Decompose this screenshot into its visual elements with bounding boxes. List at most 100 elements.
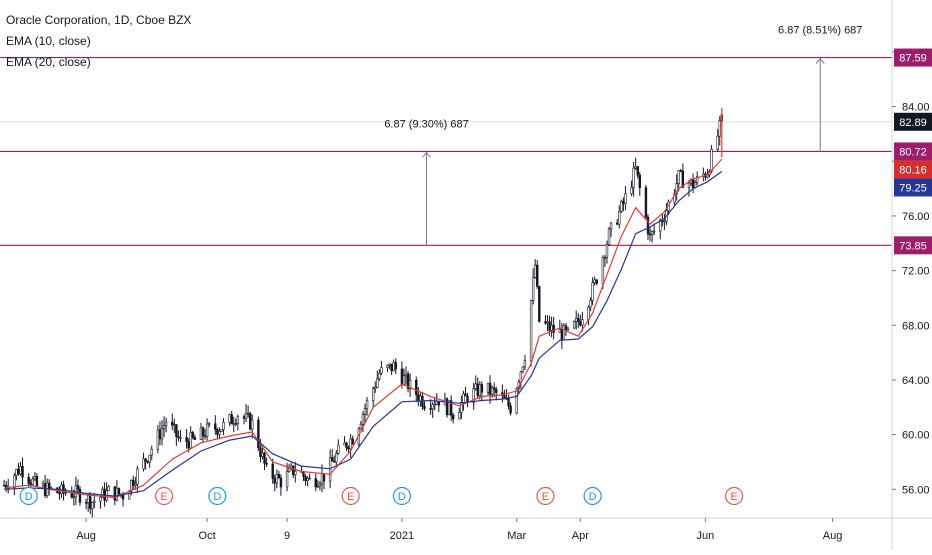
candle-body[interactable]: [248, 413, 252, 430]
candle-body[interactable]: [322, 473, 326, 482]
candle-body[interactable]: [673, 193, 676, 203]
candle-body[interactable]: [716, 135, 719, 150]
candle-body[interactable]: [622, 200, 625, 204]
candle-body[interactable]: [177, 436, 180, 438]
candle-body[interactable]: [70, 493, 73, 498]
candle-body[interactable]: [431, 404, 434, 410]
candle-body[interactable]: [134, 483, 137, 486]
candle-body[interactable]: [408, 379, 412, 389]
candle-body[interactable]: [572, 321, 576, 329]
candle-body[interactable]: [624, 193, 627, 204]
earnings-marker[interactable]: [725, 486, 744, 506]
candle-body[interactable]: [207, 423, 211, 426]
candle-body[interactable]: [589, 299, 592, 308]
candle-body[interactable]: [620, 200, 623, 212]
candle-body[interactable]: [365, 400, 369, 410]
candle-body[interactable]: [191, 432, 194, 438]
candle-body[interactable]: [609, 222, 613, 230]
candle-body[interactable]: [232, 423, 235, 426]
candle-body[interactable]: [320, 473, 324, 485]
candle-body[interactable]: [718, 120, 721, 137]
candle-body[interactable]: [478, 384, 482, 397]
candle-body[interactable]: [127, 491, 131, 500]
candle-body[interactable]: [19, 466, 22, 475]
candle-body[interactable]: [205, 423, 209, 437]
legend-ema10[interactable]: EMA (10, close): [6, 34, 91, 48]
candle-body[interactable]: [86, 495, 90, 504]
candle-body[interactable]: [146, 460, 149, 463]
candle-body[interactable]: [509, 405, 512, 414]
candle-body[interactable]: [575, 317, 578, 323]
candle-body[interactable]: [392, 362, 395, 372]
candle-body[interactable]: [222, 422, 225, 430]
candle-body[interactable]: [646, 216, 650, 235]
candle-body[interactable]: [13, 475, 16, 488]
candle-body[interactable]: [451, 414, 455, 420]
earnings-marker[interactable]: [154, 486, 174, 506]
candle-body[interactable]: [466, 395, 469, 403]
ema10-line[interactable]: [4, 158, 723, 499]
candle-body[interactable]: [490, 387, 494, 395]
candle-body[interactable]: [316, 485, 320, 488]
candle-body[interactable]: [234, 423, 238, 425]
candle-body[interactable]: [388, 363, 391, 366]
candle-body[interactable]: [43, 483, 47, 496]
candle-body[interactable]: [595, 279, 598, 284]
candle-body[interactable]: [419, 395, 422, 402]
candle-body[interactable]: [93, 500, 96, 503]
candle-body[interactable]: [476, 383, 479, 397]
candle-body[interactable]: [150, 448, 153, 456]
candle-body[interactable]: [474, 383, 477, 389]
ema20-value-badge[interactable]: [894, 178, 932, 197]
candle-body[interactable]: [386, 365, 389, 368]
candle-body[interactable]: [601, 257, 605, 284]
earnings-marker[interactable]: [536, 486, 555, 506]
candle-body[interactable]: [632, 167, 635, 188]
candle-body[interactable]: [285, 471, 289, 488]
candle-body[interactable]: [710, 148, 713, 172]
candle-body[interactable]: [306, 477, 309, 482]
candle-body[interactable]: [458, 412, 461, 420]
candle-body[interactable]: [29, 482, 32, 485]
candle-body[interactable]: [558, 328, 562, 333]
candle-body[interactable]: [449, 400, 453, 416]
candle-body[interactable]: [333, 460, 336, 463]
candle-body[interactable]: [287, 467, 291, 472]
candle-body[interactable]: [579, 321, 582, 326]
candle-body[interactable]: [308, 477, 311, 480]
candle-body[interactable]: [175, 424, 178, 437]
candle-body[interactable]: [218, 430, 221, 435]
candle-body[interactable]: [488, 382, 492, 395]
candle-body[interactable]: [187, 441, 190, 449]
earnings-marker[interactable]: [341, 486, 360, 506]
candle-body[interactable]: [546, 321, 549, 324]
candle-body[interactable]: [695, 175, 699, 184]
candle-body[interactable]: [675, 183, 678, 194]
candle-body[interactable]: [242, 416, 246, 419]
candle-body[interactable]: [417, 394, 420, 402]
candle-body[interactable]: [531, 277, 535, 301]
candle-body[interactable]: [27, 476, 30, 484]
candle-body[interactable]: [577, 317, 580, 322]
candle-body[interactable]: [17, 468, 20, 475]
candle-body[interactable]: [644, 187, 648, 218]
candle-body[interactable]: [76, 485, 80, 490]
candle-body[interactable]: [361, 414, 365, 425]
candle-body[interactable]: [618, 211, 621, 225]
candle-body[interactable]: [91, 502, 94, 509]
level-73-85-badge[interactable]: [894, 236, 932, 255]
candle-body[interactable]: [374, 386, 377, 390]
candle-body[interactable]: [376, 378, 379, 388]
candle-body[interactable]: [144, 458, 147, 462]
candle-body[interactable]: [136, 468, 139, 485]
candle-body[interactable]: [271, 463, 274, 479]
candle-body[interactable]: [679, 170, 682, 172]
candle-body[interactable]: [638, 174, 641, 188]
candle-body[interactable]: [214, 423, 217, 430]
candle-body[interactable]: [616, 222, 619, 225]
candle-body[interactable]: [2, 484, 6, 487]
candle-body[interactable]: [228, 414, 231, 423]
candle-body[interactable]: [472, 388, 475, 403]
candle-body[interactable]: [164, 422, 168, 426]
